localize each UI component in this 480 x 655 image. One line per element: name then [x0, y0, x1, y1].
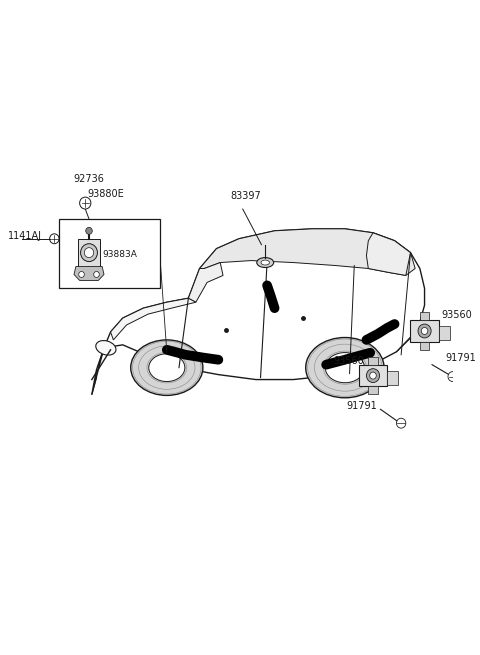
Bar — [59, 219, 160, 288]
Bar — [420, 342, 429, 350]
Text: 91791: 91791 — [445, 353, 476, 363]
Polygon shape — [366, 233, 410, 276]
Bar — [368, 386, 378, 394]
Bar — [78, 239, 100, 267]
Circle shape — [80, 197, 91, 209]
Polygon shape — [92, 229, 424, 394]
Polygon shape — [200, 229, 415, 276]
Text: 93883A: 93883A — [102, 250, 137, 259]
Text: 93560: 93560 — [334, 356, 364, 365]
Bar — [387, 371, 398, 384]
Ellipse shape — [131, 340, 203, 396]
Ellipse shape — [149, 354, 185, 382]
Polygon shape — [110, 298, 196, 340]
Text: 93880E: 93880E — [87, 189, 124, 199]
Ellipse shape — [325, 352, 364, 383]
Ellipse shape — [257, 257, 274, 267]
Text: 93560: 93560 — [442, 310, 472, 320]
Circle shape — [79, 271, 84, 278]
Circle shape — [84, 248, 94, 257]
Ellipse shape — [261, 260, 269, 265]
Circle shape — [94, 271, 99, 278]
Ellipse shape — [306, 337, 384, 398]
Circle shape — [86, 227, 92, 234]
Circle shape — [448, 371, 457, 382]
Circle shape — [49, 234, 59, 244]
Text: 83397: 83397 — [230, 191, 261, 201]
Circle shape — [366, 369, 380, 383]
Text: 1141AJ: 1141AJ — [8, 231, 41, 241]
Bar — [439, 326, 450, 340]
Circle shape — [370, 372, 376, 379]
Polygon shape — [74, 267, 104, 280]
Circle shape — [418, 324, 431, 338]
Bar — [420, 312, 429, 320]
Circle shape — [396, 419, 406, 428]
Circle shape — [421, 328, 428, 335]
Bar — [410, 320, 439, 342]
Bar — [368, 357, 378, 365]
Text: 91791: 91791 — [347, 402, 377, 411]
Polygon shape — [188, 263, 223, 302]
Ellipse shape — [96, 341, 116, 355]
Bar — [359, 365, 387, 386]
Circle shape — [81, 244, 97, 261]
Text: 92736: 92736 — [73, 174, 104, 184]
